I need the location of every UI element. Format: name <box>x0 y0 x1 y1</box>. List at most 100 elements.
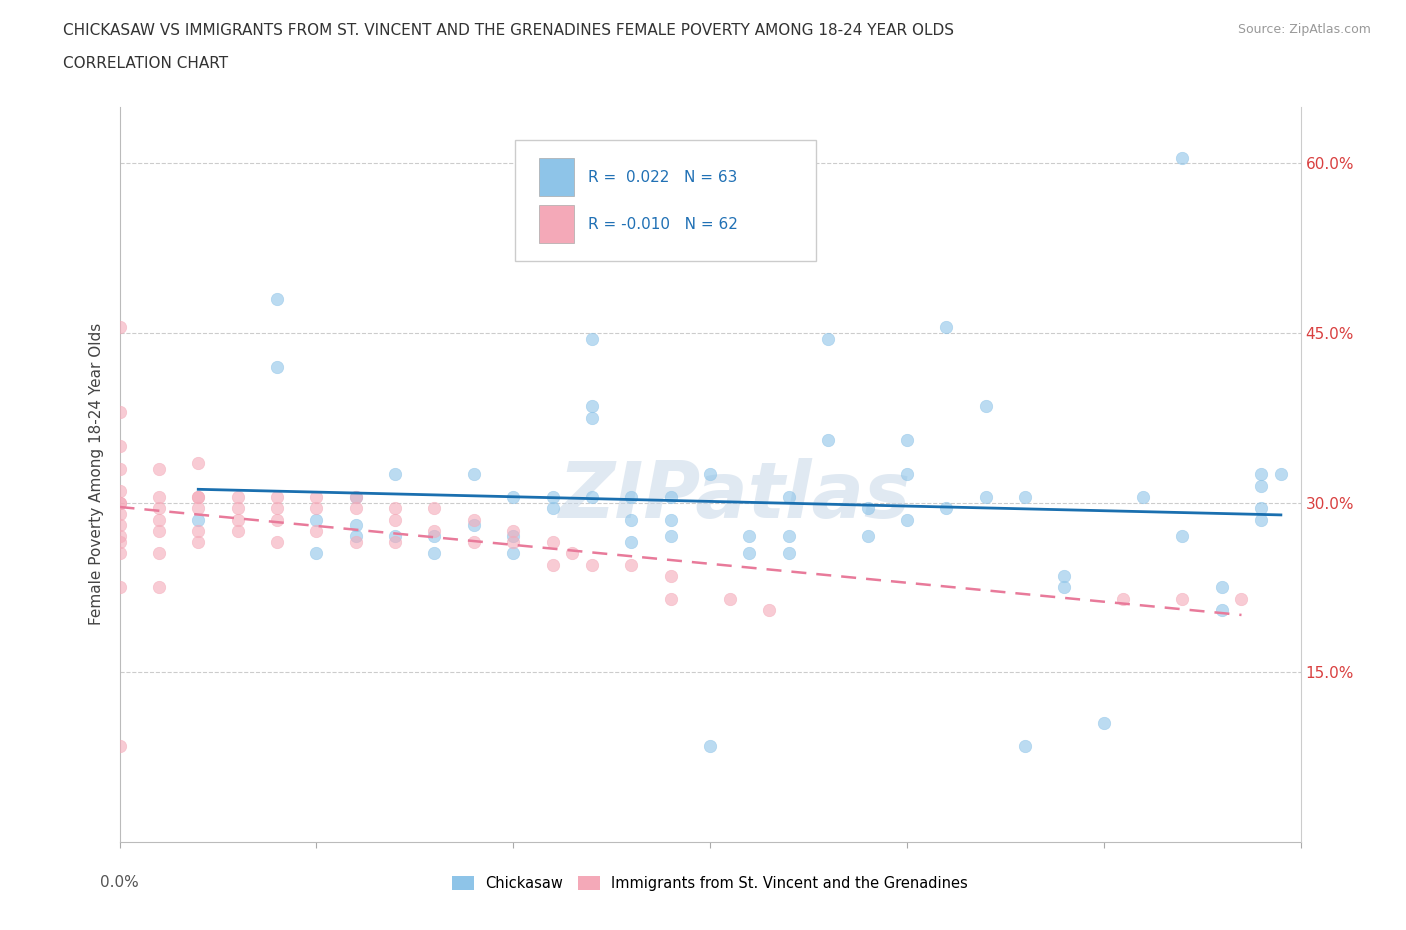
Point <box>344 489 367 504</box>
Point <box>423 524 446 538</box>
Point <box>108 439 131 454</box>
Text: R = -0.010   N = 62: R = -0.010 N = 62 <box>588 217 738 232</box>
Point <box>384 467 406 482</box>
Point <box>423 546 446 561</box>
Point <box>778 546 800 561</box>
Point <box>974 399 997 414</box>
Point <box>1171 151 1194 166</box>
Point <box>856 529 879 544</box>
Text: CHICKASAW VS IMMIGRANTS FROM ST. VINCENT AND THE GRENADINES FEMALE POVERTY AMONG: CHICKASAW VS IMMIGRANTS FROM ST. VINCENT… <box>63 23 955 38</box>
Point <box>384 512 406 527</box>
Point <box>187 535 209 550</box>
Point <box>541 535 564 550</box>
Point <box>778 529 800 544</box>
Point <box>620 557 643 572</box>
Point <box>502 489 524 504</box>
Point <box>266 292 288 307</box>
Point <box>659 529 682 544</box>
Point <box>935 320 957 335</box>
Point <box>1092 715 1115 730</box>
Y-axis label: Female Poverty Among 18-24 Year Olds: Female Poverty Among 18-24 Year Olds <box>89 324 104 626</box>
Bar <box>538 158 574 196</box>
Point <box>541 557 564 572</box>
Point <box>1171 529 1194 544</box>
Point <box>738 546 761 561</box>
Point <box>935 500 957 515</box>
Point <box>148 580 170 595</box>
Point <box>344 518 367 533</box>
Point <box>1014 489 1036 504</box>
Point <box>1211 580 1233 595</box>
Point <box>896 512 918 527</box>
Point <box>187 489 209 504</box>
Point <box>1053 568 1076 583</box>
Point <box>148 500 170 515</box>
Point <box>659 512 682 527</box>
Point <box>344 500 367 515</box>
Point <box>463 535 485 550</box>
Point <box>463 512 485 527</box>
Point <box>758 603 780 618</box>
Point <box>108 535 131 550</box>
Point <box>344 535 367 550</box>
Point <box>856 500 879 515</box>
Point <box>305 524 328 538</box>
Point <box>108 580 131 595</box>
Text: CORRELATION CHART: CORRELATION CHART <box>63 56 228 71</box>
Point <box>896 467 918 482</box>
Point <box>384 535 406 550</box>
Point <box>561 546 583 561</box>
Point <box>620 512 643 527</box>
Point <box>305 512 328 527</box>
Point <box>1250 467 1272 482</box>
Point <box>659 489 682 504</box>
Point <box>266 360 288 375</box>
Text: ZIPatlas: ZIPatlas <box>558 458 910 535</box>
Point <box>226 512 249 527</box>
Point <box>148 512 170 527</box>
Point <box>108 405 131 419</box>
Point <box>1014 738 1036 753</box>
Point <box>344 489 367 504</box>
Point <box>266 500 288 515</box>
Point <box>659 568 682 583</box>
Point <box>148 546 170 561</box>
Point <box>581 489 603 504</box>
Point <box>226 489 249 504</box>
Point <box>423 529 446 544</box>
Point <box>581 410 603 425</box>
Point <box>384 500 406 515</box>
Point <box>896 433 918 448</box>
Point <box>187 500 209 515</box>
Point <box>108 320 131 335</box>
Point <box>1112 591 1135 606</box>
Point <box>108 495 131 510</box>
Text: Source: ZipAtlas.com: Source: ZipAtlas.com <box>1237 23 1371 36</box>
Point <box>1211 603 1233 618</box>
Point <box>620 489 643 504</box>
Point <box>108 529 131 544</box>
Point <box>305 500 328 515</box>
Point <box>1171 591 1194 606</box>
Point <box>738 529 761 544</box>
Point <box>463 467 485 482</box>
Point <box>305 546 328 561</box>
Point <box>659 591 682 606</box>
Point <box>974 489 997 504</box>
Point <box>817 331 839 346</box>
FancyBboxPatch shape <box>515 140 817 261</box>
Text: 0.0%: 0.0% <box>100 875 139 890</box>
Point <box>108 495 131 510</box>
Point <box>1270 467 1292 482</box>
Point <box>305 489 328 504</box>
Point <box>699 738 721 753</box>
Point <box>581 557 603 572</box>
Legend: Chickasaw, Immigrants from St. Vincent and the Grenadines: Chickasaw, Immigrants from St. Vincent a… <box>446 870 974 897</box>
Point <box>384 529 406 544</box>
Point <box>463 518 485 533</box>
Point <box>187 489 209 504</box>
Point <box>187 456 209 471</box>
Point <box>344 529 367 544</box>
Bar <box>538 205 574 243</box>
Point <box>502 535 524 550</box>
